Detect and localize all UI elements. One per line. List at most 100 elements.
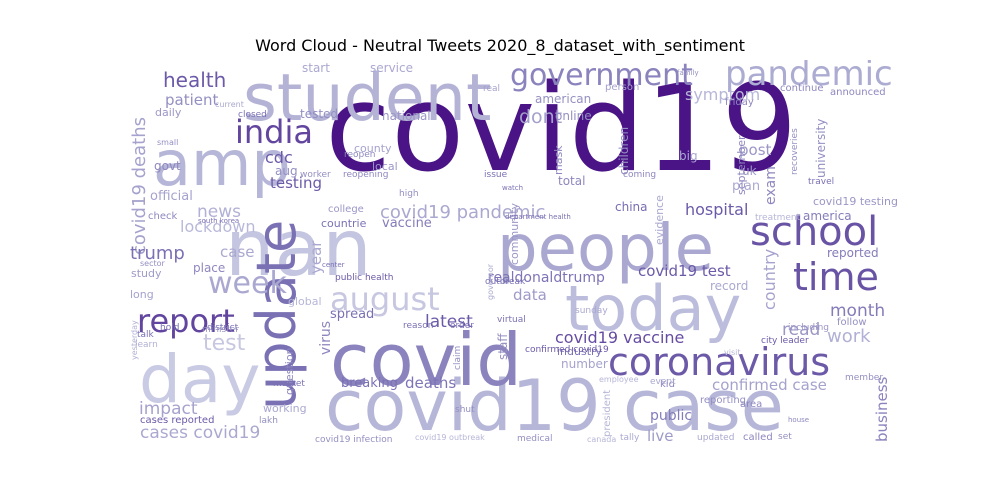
- word-dont: dont: [519, 106, 562, 128]
- word-university: university: [814, 119, 828, 178]
- word-august: august: [330, 280, 440, 318]
- word-covid19: covid19: [325, 60, 798, 199]
- word-sector: sector: [140, 259, 166, 268]
- word-hold: hold: [160, 323, 179, 333]
- word-covid: covid: [330, 318, 522, 402]
- word-amp: amp: [153, 127, 291, 200]
- word-year: year: [307, 240, 325, 274]
- word-working: working: [263, 402, 307, 415]
- word-hospital: hospital: [685, 200, 748, 219]
- word-tested: tested: [300, 107, 338, 121]
- word-testing: testing: [270, 174, 322, 192]
- word-treatment: treatment: [755, 213, 801, 223]
- word-small: small: [157, 138, 178, 147]
- word-report: report: [137, 302, 235, 340]
- word-south-korea: south korea: [198, 217, 239, 225]
- word-travel: travel: [808, 177, 834, 187]
- word-issue: issue: [484, 170, 508, 180]
- word-live: live: [647, 427, 673, 445]
- word-employee: employee: [599, 375, 639, 384]
- word-china: china: [615, 200, 648, 214]
- word-cases-reported: cases reported: [140, 415, 214, 426]
- word-current: current: [215, 100, 244, 109]
- word-president: president: [602, 390, 613, 437]
- word-worker: worker: [300, 170, 331, 180]
- word-medical: medical: [517, 434, 552, 444]
- word-high: high: [399, 189, 419, 199]
- word-learn: learn: [135, 340, 158, 350]
- word-countrie: countrie: [321, 217, 367, 230]
- word-house: house: [788, 416, 809, 424]
- word-yesterday: yesterday: [130, 320, 139, 360]
- word-update: update: [245, 220, 308, 410]
- word-minister: minister: [202, 325, 239, 335]
- word-member: member: [845, 373, 883, 383]
- word-cases-covid19: cases covid19: [140, 423, 260, 443]
- word-business: business: [873, 376, 891, 442]
- word-health: health: [163, 68, 226, 92]
- word-global: global: [288, 295, 322, 308]
- word-staff: staff: [496, 333, 510, 360]
- word-case: case: [220, 243, 254, 261]
- word-covid19-outbreak: covid19 outbreak: [415, 433, 485, 442]
- word-online: online: [555, 109, 592, 123]
- word-district: district: [207, 323, 239, 333]
- word-governor: governor: [486, 263, 495, 300]
- word-realdonaldtrump: realdonaldtrump: [488, 270, 605, 286]
- word-covid19-pandemic: covid19 pandemic: [380, 202, 545, 223]
- word-today: today: [565, 272, 741, 345]
- word-month: month: [830, 301, 885, 321]
- word-shut: shut: [455, 405, 475, 415]
- word-recoveries: recoveries: [790, 128, 800, 175]
- word-question: question: [283, 347, 296, 395]
- word-area: area: [740, 399, 762, 410]
- word-reopening: reopening: [343, 170, 388, 180]
- word-reason: reason: [403, 321, 433, 331]
- word-public: public: [650, 408, 692, 424]
- word-week: week: [208, 266, 287, 301]
- word-virtual: virtual: [497, 315, 526, 325]
- word-updated: updated: [697, 433, 734, 443]
- word-covid19-vaccine: covid19 vaccine: [555, 328, 684, 347]
- word-mask: mask: [552, 145, 565, 175]
- word-deaths: deaths: [405, 374, 456, 392]
- word-time: time: [793, 255, 879, 299]
- word-reopen: reopen: [344, 150, 376, 160]
- word-cdc: cdc: [265, 148, 293, 167]
- word-reported: reported: [827, 246, 879, 260]
- word-september: september: [735, 135, 748, 195]
- word-breaking: breaking: [341, 376, 398, 391]
- word-children: children: [617, 127, 631, 175]
- word-record: record: [710, 279, 748, 293]
- word-industry: industry: [557, 345, 603, 358]
- word-called: called: [743, 432, 773, 443]
- word-tally: tally: [620, 433, 640, 443]
- word-covid19-infection: covid19 infection: [315, 435, 392, 445]
- word-community: community: [508, 202, 521, 265]
- word-cloud: covid19 covid19 case nan people today covid st…: [125, 60, 900, 445]
- word-real: real: [483, 84, 500, 94]
- word-patient: patient: [165, 91, 218, 109]
- word-big: big: [679, 149, 698, 163]
- word-people: people: [497, 212, 714, 286]
- word-symptom: symptom: [685, 85, 760, 104]
- word-start: start: [302, 61, 330, 75]
- word-talk: talk: [137, 330, 155, 340]
- word-announced: announced: [830, 87, 886, 98]
- word-center: center: [322, 261, 345, 269]
- word-canada: canada: [587, 435, 616, 444]
- word-person: person: [605, 82, 639, 93]
- word-vaccine: vaccine: [382, 216, 432, 231]
- word-school: school: [750, 209, 878, 255]
- word-virus: virus: [318, 321, 334, 355]
- word-event: event: [650, 377, 676, 387]
- word-exam: exam: [763, 166, 779, 205]
- word-covid19-case: covid19 case: [325, 365, 784, 445]
- word-official: official: [150, 189, 193, 204]
- word-government: government: [510, 60, 693, 93]
- word-evidence: evidence: [653, 195, 666, 245]
- word-city-leader: city leader: [761, 336, 809, 346]
- word-total: total: [558, 174, 585, 188]
- word-student: student: [243, 61, 491, 136]
- word-uk: uk: [742, 164, 757, 178]
